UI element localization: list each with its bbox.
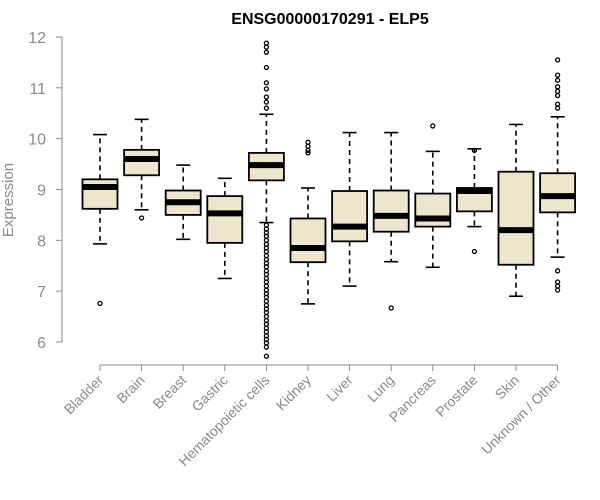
outlier-point	[263, 80, 270, 86]
x-tick-label: Prostate	[432, 372, 480, 420]
outlier-point	[263, 44, 270, 50]
outlier-point	[263, 353, 270, 359]
box-rect	[331, 190, 369, 243]
outlier-point	[263, 298, 270, 304]
outlier-point	[554, 92, 561, 99]
x-tick-label: Liver	[323, 372, 356, 405]
outlier-point	[263, 99, 270, 105]
outlier-point	[263, 309, 270, 316]
box-liver	[331, 131, 369, 287]
box-rect	[81, 178, 119, 210]
x-tick-label: Kidney	[273, 372, 315, 414]
box-rect	[206, 195, 244, 244]
y-tick-label: 6	[37, 335, 46, 352]
outlier-point	[471, 147, 478, 154]
outlier-point	[554, 101, 561, 107]
outlier-point	[263, 222, 270, 228]
outlier-point	[263, 340, 270, 346]
outlier-point	[263, 40, 270, 46]
outlier-point	[263, 279, 270, 285]
box-rect	[414, 192, 452, 228]
y-tick-label: 12	[28, 30, 46, 47]
box-unknown-other	[539, 57, 576, 293]
x-tick-label: Breast	[149, 372, 189, 412]
outlier-point	[263, 49, 270, 55]
outlier-point	[97, 300, 103, 307]
outlier-point	[471, 248, 478, 255]
outlier-point	[263, 283, 270, 289]
box-rect	[372, 189, 410, 233]
y-ticks: 6 7 8 9 10 11 12	[28, 30, 62, 352]
outlier-point	[554, 105, 561, 111]
outlier-point	[554, 72, 561, 78]
box-rect	[123, 148, 160, 177]
outlier-point	[263, 252, 270, 259]
outlier-point	[263, 86, 270, 92]
box-kidney	[289, 139, 327, 305]
box-brain	[123, 118, 160, 221]
box-skin	[497, 123, 535, 298]
outlier-point	[263, 64, 270, 71]
outlier-point	[305, 143, 311, 149]
outlier-point	[305, 150, 311, 156]
outlier-point	[554, 57, 561, 63]
outlier-point	[554, 88, 561, 95]
box-gastric	[206, 177, 244, 280]
outlier-point	[554, 268, 561, 274]
outlier-point	[554, 287, 561, 293]
outlier-point	[263, 313, 270, 320]
outlier-point	[263, 237, 270, 243]
box-breast	[164, 164, 202, 241]
outlier-point	[263, 271, 270, 278]
box-lung	[372, 131, 410, 311]
outlier-point	[263, 248, 270, 255]
y-tick-label: 11	[29, 81, 46, 98]
y-tick-label: 7	[37, 284, 46, 301]
box-pancreas	[414, 123, 452, 269]
outlier-point	[263, 329, 270, 335]
outlier-point	[554, 283, 561, 289]
y-tick-label: 8	[37, 233, 46, 250]
box-hematopoietic-cells	[247, 40, 285, 359]
outlier-point	[263, 94, 270, 100]
x-tick-label: Bladder	[61, 372, 107, 418]
outlier-point	[263, 344, 270, 350]
x-tick-label: Brain	[113, 372, 147, 406]
outlier-point	[554, 77, 561, 83]
x-tick-label: Unknown / Other	[478, 372, 564, 458]
outlier-point	[430, 123, 436, 129]
outlier-point	[263, 294, 270, 300]
outlier-point	[138, 215, 145, 221]
outlier-point	[554, 84, 561, 90]
outlier-point	[263, 321, 270, 327]
outlier-point	[305, 147, 311, 154]
box-rect	[497, 170, 535, 266]
outlier-point	[388, 305, 394, 311]
outlier-point	[554, 279, 561, 285]
y-axis-label: Expression	[0, 163, 17, 237]
outlier-point	[305, 139, 311, 145]
box-rect	[289, 217, 327, 264]
boxes	[81, 40, 576, 359]
box-prostate	[455, 147, 493, 255]
y-tick-label: 10	[28, 132, 46, 149]
box-rect	[539, 172, 576, 214]
outlier-point	[263, 264, 270, 270]
box-bladder	[81, 133, 119, 307]
y-tick-label: 9	[37, 183, 46, 200]
outlier-point	[263, 233, 270, 239]
x-tick-label: Lung	[364, 372, 397, 405]
chart-title: ENSG00000170291 - ELP5	[231, 11, 429, 28]
x-tick-label: Skin	[492, 372, 523, 403]
outlier-point	[263, 105, 270, 111]
